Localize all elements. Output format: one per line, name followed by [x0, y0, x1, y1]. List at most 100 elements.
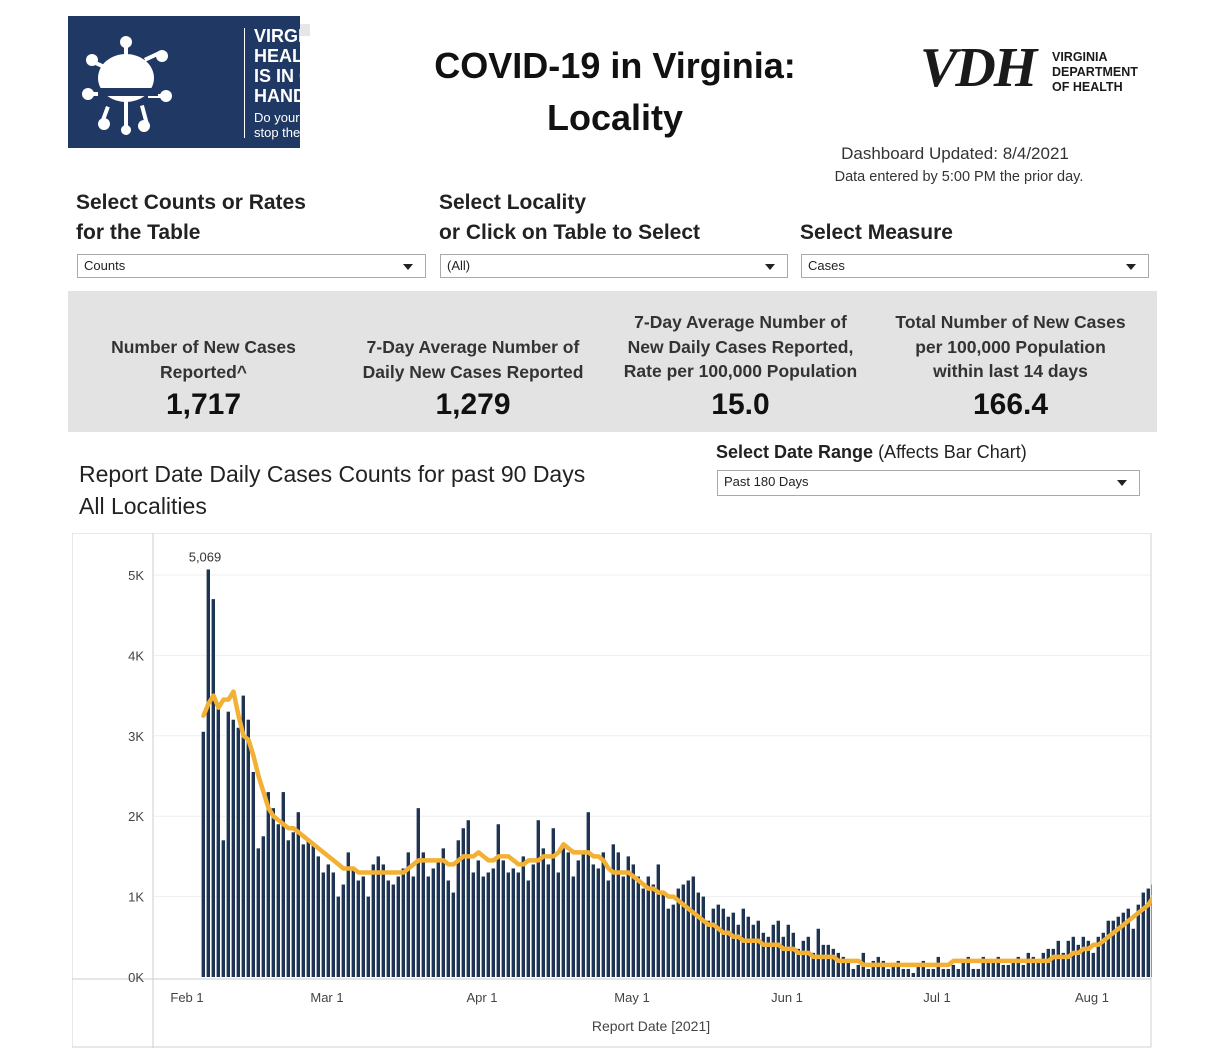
- data-entered-note: Data entered by 5:00 PM the prior day.: [834, 169, 1084, 185]
- bar: [1116, 916, 1120, 977]
- bar: [566, 852, 570, 977]
- bar: [656, 864, 660, 977]
- bar: [351, 868, 355, 977]
- bar: [1001, 964, 1005, 977]
- bar: [596, 868, 600, 977]
- bar: [586, 812, 590, 977]
- bar: [976, 968, 980, 977]
- bar: [426, 876, 430, 977]
- bar: [1021, 964, 1025, 977]
- peak-data-label: 5,069: [189, 549, 222, 564]
- bar: [236, 727, 240, 977]
- kpi-band: Number of New Cases Reported^ 1,717 7-Day…: [68, 291, 1157, 432]
- bar: [616, 852, 620, 977]
- bar: [591, 864, 595, 977]
- date-range-label: Select Date Range (Affects Bar Chart): [716, 442, 1027, 462]
- measure-dropdown[interactable]: Cases: [801, 254, 1149, 278]
- bar: [1081, 936, 1085, 977]
- bar: [491, 868, 495, 977]
- bar: [996, 956, 1000, 977]
- bar: [736, 924, 740, 977]
- x-axis-ticks: Feb 1 Mar 1 Apr 1 May 1 Jun 1 Jul 1 Aug 1: [170, 990, 1109, 1005]
- bar: [696, 892, 700, 977]
- x-tick-label: Jul 1: [923, 990, 950, 1005]
- bar: [371, 864, 375, 977]
- bar: [511, 868, 515, 977]
- bar: [1086, 940, 1090, 977]
- bar: [456, 840, 460, 977]
- bar: [381, 864, 385, 977]
- bar: [601, 852, 605, 977]
- y-tick-label: 3K: [128, 729, 144, 744]
- bar: [631, 864, 635, 977]
- bar: [941, 968, 945, 977]
- bar: [246, 719, 250, 977]
- bar: [216, 703, 220, 977]
- bar: [431, 868, 435, 977]
- bar: [826, 944, 830, 977]
- counts-rates-dropdown[interactable]: Counts: [77, 254, 426, 278]
- bar: [921, 960, 925, 977]
- bar: [281, 792, 285, 977]
- bar: [646, 876, 650, 977]
- bar: [291, 832, 295, 977]
- daily-cases-chart: 0K 1K 2K 3K 4K 5K 5,069 Feb 1 Mar 1 Apr 1 May 1 J…: [72, 533, 1152, 1048]
- bar: [851, 968, 855, 977]
- bar: [856, 964, 860, 977]
- bar: [686, 880, 690, 977]
- bar: [446, 880, 450, 977]
- bar: [521, 856, 525, 977]
- locality-filter-label: Select Locality or Click on Table to Sel…: [439, 191, 701, 244]
- bar: [746, 916, 750, 977]
- bar: [391, 884, 395, 977]
- bar: [341, 884, 345, 977]
- bar: [886, 968, 890, 977]
- bar: [986, 960, 990, 977]
- bar: [256, 848, 260, 977]
- bar: [716, 904, 720, 977]
- bar: [866, 968, 870, 977]
- chevron-down-icon: [1126, 264, 1136, 270]
- x-axis-title: Report Date [2021]: [592, 1018, 710, 1034]
- dashboard-updated-text: Dashboard Updated: 8/4/2021: [841, 144, 1069, 163]
- bar: [971, 968, 975, 977]
- bar: [1146, 888, 1150, 977]
- bar: [1121, 912, 1125, 977]
- chevron-down-icon: [403, 264, 413, 270]
- bar: [461, 828, 465, 977]
- bar: [821, 944, 825, 977]
- bar: [476, 860, 480, 977]
- x-tick-label: Aug 1: [1075, 990, 1109, 1005]
- bar: [556, 872, 560, 977]
- bar: [961, 960, 965, 977]
- bar: [1131, 928, 1135, 977]
- bar: [361, 876, 365, 977]
- date-range-dropdown[interactable]: Past 180 Days: [717, 470, 1140, 496]
- bar: [651, 884, 655, 977]
- bar: [946, 968, 950, 977]
- bar: [926, 968, 930, 977]
- y-tick-label: 1K: [128, 890, 144, 905]
- bar: [421, 852, 425, 977]
- bar: [841, 956, 845, 977]
- locality-dropdown[interactable]: (All): [440, 254, 788, 278]
- bar: [1036, 960, 1040, 977]
- bar: [396, 876, 400, 977]
- y-tick-label: 2K: [128, 809, 144, 824]
- bar: [416, 808, 420, 977]
- bar: [486, 872, 490, 977]
- bar: [816, 928, 820, 977]
- bar: [881, 960, 885, 977]
- bar: [761, 932, 765, 977]
- bar: [636, 876, 640, 977]
- bar: [326, 864, 330, 977]
- bar: [561, 848, 565, 977]
- measure-filter-label: Select Measure: [800, 221, 953, 244]
- bar: [436, 860, 440, 977]
- y-tick-label: 4K: [128, 648, 144, 663]
- bar: [406, 852, 410, 977]
- bar: [1071, 936, 1075, 977]
- bar: [251, 771, 255, 977]
- bar: [221, 840, 225, 977]
- bar: [666, 908, 670, 977]
